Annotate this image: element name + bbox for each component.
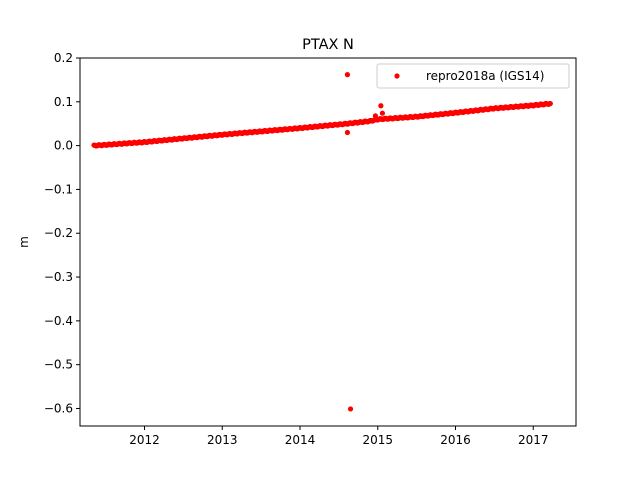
y-tick-label: −0.5 [44, 358, 73, 372]
outlier-point [347, 406, 354, 412]
x-tick-label: 2014 [285, 433, 316, 447]
chart-title: PTAX N [302, 37, 354, 53]
outlier-point [379, 110, 386, 116]
legend-box [376, 63, 570, 89]
legend-marker [394, 73, 400, 79]
y-tick-label: 0.0 [54, 139, 73, 153]
x-tick-label: 2016 [440, 433, 471, 447]
y-tick-label: −0.2 [44, 226, 73, 240]
x-tick-label: 2017 [518, 433, 549, 447]
x-tick-label: 2013 [207, 433, 238, 447]
outlier-point [372, 113, 379, 119]
x-tick-label: 2015 [362, 433, 393, 447]
y-tick-label: 0.1 [54, 95, 73, 109]
y-tick-label: −0.4 [44, 314, 73, 328]
legend-label: repro2018a (IGS14) [426, 69, 544, 83]
y-tick-label: −0.6 [44, 401, 73, 415]
y-tick-label: 0.2 [54, 51, 73, 65]
outlier-point [344, 129, 351, 136]
data-points [91, 72, 553, 412]
outlier-point [344, 72, 351, 78]
axis-ticks: 2012 2013 2014 2015 2016 2017 0.2 0.1 0.0 −0.1 −0.… [44, 51, 549, 447]
outlier-point [378, 103, 384, 109]
y-tick-label: −0.1 [44, 182, 73, 196]
legend: repro2018a (IGS14) [376, 63, 570, 89]
y-tick-label: −0.3 [44, 270, 73, 284]
y-axis-label: m [17, 236, 31, 248]
plot-frame [79, 57, 577, 427]
x-tick-label: 2012 [129, 433, 160, 447]
data-point [547, 100, 553, 107]
